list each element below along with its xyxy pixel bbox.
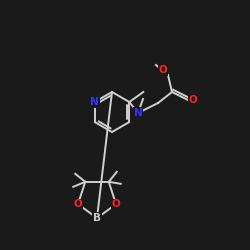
Text: O: O [159, 65, 168, 75]
Text: N: N [134, 108, 142, 118]
Text: O: O [189, 95, 198, 105]
Text: B: B [93, 213, 101, 223]
Text: O: O [112, 199, 120, 209]
Text: N: N [90, 97, 99, 107]
Text: O: O [74, 199, 82, 209]
